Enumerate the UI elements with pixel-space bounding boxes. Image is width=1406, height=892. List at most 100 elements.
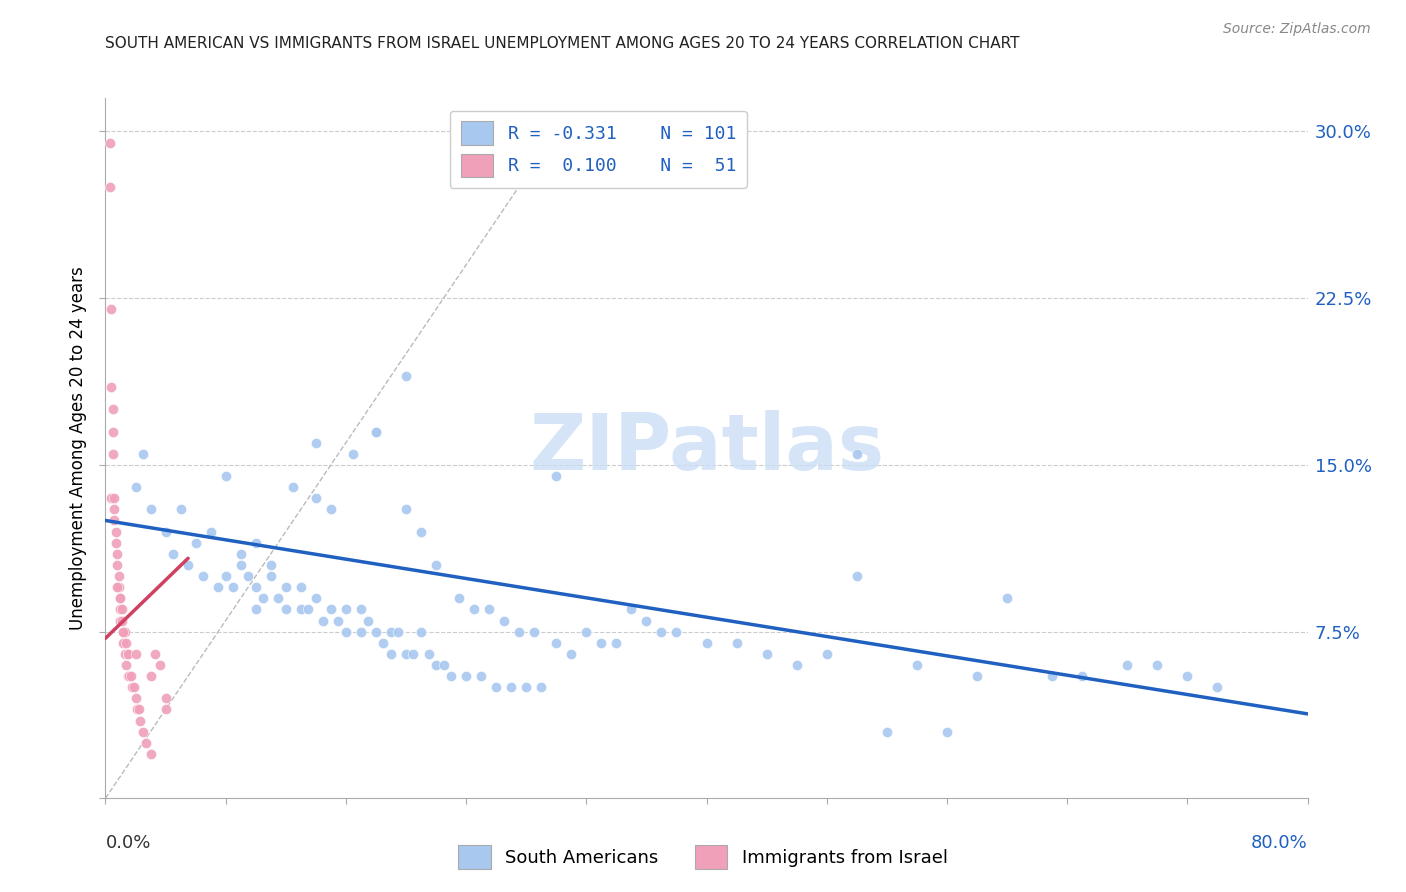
Point (305, 491, 328, 506)
Point (725, 636, 748, 650)
Point (114, 647, 136, 661)
Point (245, 535, 267, 549)
Point (103, 502, 125, 516)
Point (100, 302, 122, 317)
Point (454, 669, 477, 683)
Point (297, 602, 319, 616)
Point (260, 558, 283, 572)
Point (103, 513, 125, 527)
Point (155, 691, 177, 706)
Point (508, 624, 530, 639)
Point (440, 669, 463, 683)
Point (107, 558, 129, 572)
Point (447, 591, 470, 606)
Point (876, 724, 898, 739)
Point (148, 657, 170, 672)
Point (305, 435, 328, 450)
Point (143, 647, 166, 661)
Point (184, 535, 207, 549)
Point (995, 591, 1018, 606)
Point (139, 502, 162, 516)
Point (342, 447, 364, 461)
Point (409, 524, 432, 539)
Point (665, 624, 688, 639)
Point (786, 657, 808, 672)
Point (936, 724, 959, 739)
Point (267, 591, 290, 606)
Point (328, 614, 350, 628)
Text: Source: ZipAtlas.com: Source: ZipAtlas.com (1223, 22, 1371, 37)
Point (274, 602, 297, 616)
Point (319, 502, 342, 516)
Point (380, 647, 402, 661)
Point (245, 580, 267, 594)
Point (128, 702, 150, 716)
Point (245, 602, 267, 616)
Point (395, 502, 418, 516)
Point (364, 425, 387, 439)
Point (274, 580, 297, 594)
Y-axis label: Unemployment Among Ages 20 to 24 years: Unemployment Among Ages 20 to 24 years (69, 267, 87, 630)
Point (515, 680, 537, 694)
Point (104, 535, 127, 549)
Point (290, 602, 312, 616)
Point (418, 647, 440, 661)
Point (169, 502, 191, 516)
Point (530, 680, 553, 694)
Point (1206, 680, 1229, 694)
Point (650, 624, 672, 639)
Point (98, 136, 121, 150)
Point (108, 569, 131, 583)
Point (492, 614, 515, 628)
Point (207, 580, 229, 594)
Point (395, 647, 418, 661)
Point (111, 614, 134, 628)
Point (845, 447, 868, 461)
Point (402, 647, 425, 661)
Point (350, 624, 373, 639)
Point (605, 636, 627, 650)
Point (815, 647, 838, 661)
Point (395, 369, 418, 384)
Point (110, 602, 132, 616)
Point (177, 558, 200, 572)
Point (101, 402, 124, 417)
Point (110, 591, 132, 606)
Point (124, 647, 146, 661)
Point (115, 636, 138, 650)
Point (162, 547, 184, 561)
Point (112, 636, 135, 650)
Point (101, 447, 124, 461)
Point (118, 669, 141, 683)
Point (222, 580, 245, 594)
Point (357, 614, 380, 628)
Text: 80.0%: 80.0% (1251, 834, 1308, 852)
Point (114, 624, 136, 639)
Point (290, 580, 312, 594)
Legend: South Americans, Immigrants from Israel: South Americans, Immigrants from Israel (451, 838, 955, 876)
Point (620, 602, 643, 616)
Point (111, 602, 134, 616)
Point (200, 524, 222, 539)
Point (124, 480, 146, 494)
Point (155, 702, 177, 716)
Point (117, 647, 139, 661)
Point (238, 569, 260, 583)
Point (373, 636, 395, 650)
Point (108, 580, 131, 594)
Point (335, 602, 357, 616)
Point (104, 524, 127, 539)
Point (409, 624, 432, 639)
Point (115, 657, 138, 672)
Point (305, 591, 328, 606)
Point (125, 702, 148, 716)
Point (139, 669, 162, 683)
Point (214, 469, 236, 483)
Point (432, 657, 454, 672)
Point (523, 624, 546, 639)
Point (335, 624, 357, 639)
Point (755, 647, 778, 661)
Point (905, 657, 928, 672)
Point (101, 425, 124, 439)
Point (103, 491, 125, 506)
